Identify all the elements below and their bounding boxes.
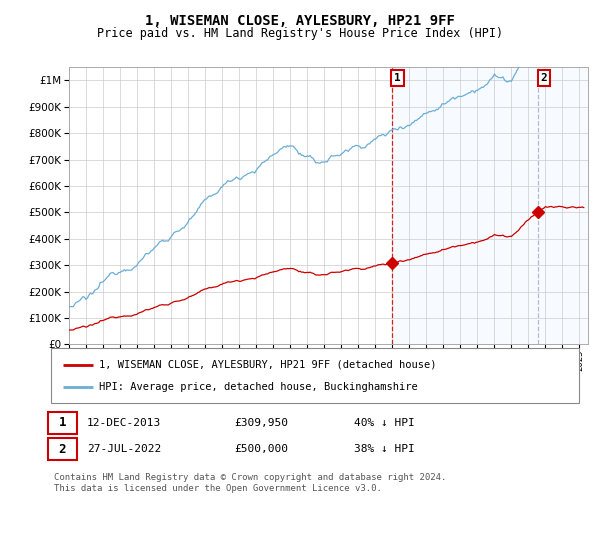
- Text: HPI: Average price, detached house, Buckinghamshire: HPI: Average price, detached house, Buck…: [99, 381, 418, 391]
- Text: 1: 1: [394, 73, 401, 83]
- Text: £309,950: £309,950: [234, 418, 288, 428]
- Text: 12-DEC-2013: 12-DEC-2013: [87, 418, 161, 428]
- Text: 38% ↓ HPI: 38% ↓ HPI: [354, 444, 415, 454]
- Text: 1, WISEMAN CLOSE, AYLESBURY, HP21 9FF: 1, WISEMAN CLOSE, AYLESBURY, HP21 9FF: [145, 14, 455, 28]
- Text: £500,000: £500,000: [234, 444, 288, 454]
- Text: 1: 1: [59, 416, 66, 430]
- Text: Price paid vs. HM Land Registry's House Price Index (HPI): Price paid vs. HM Land Registry's House …: [97, 27, 503, 40]
- Text: Contains HM Land Registry data © Crown copyright and database right 2024.
This d: Contains HM Land Registry data © Crown c…: [54, 473, 446, 493]
- Text: 2: 2: [59, 442, 66, 456]
- Text: 27-JUL-2022: 27-JUL-2022: [87, 444, 161, 454]
- Text: 1, WISEMAN CLOSE, AYLESBURY, HP21 9FF (detached house): 1, WISEMAN CLOSE, AYLESBURY, HP21 9FF (d…: [99, 360, 437, 370]
- Text: 2: 2: [541, 73, 547, 83]
- Bar: [392, 67, 588, 344]
- Text: 40% ↓ HPI: 40% ↓ HPI: [354, 418, 415, 428]
